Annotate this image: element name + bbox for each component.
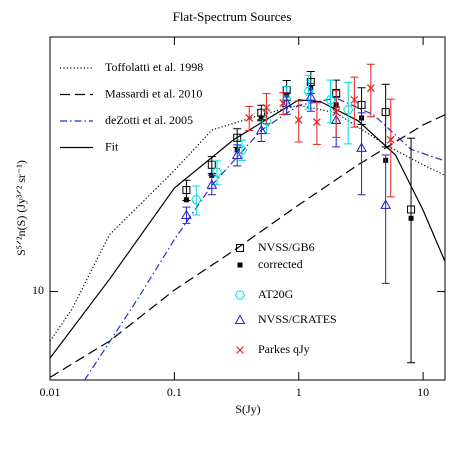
legend-label: Parkes qJy — [258, 342, 310, 356]
error-bar — [386, 98, 395, 198]
marker — [183, 197, 189, 203]
marker — [281, 95, 292, 105]
marker — [366, 84, 375, 92]
marker — [357, 100, 366, 109]
legend-label: Toffolatti et al. 1998 — [105, 60, 203, 74]
marker — [332, 108, 341, 116]
marker — [305, 91, 317, 101]
y-tick-label: 10 — [32, 283, 44, 297]
plot-frame — [49, 36, 446, 381]
error-bar — [257, 119, 266, 143]
legend-swatch — [236, 244, 244, 252]
error-bar — [332, 90, 341, 138]
x-axis-label: S(Jy) — [235, 402, 260, 416]
legend-swatch — [234, 314, 246, 324]
error-bar — [326, 79, 335, 124]
marker — [231, 149, 243, 160]
marker — [182, 185, 191, 194]
error-bar — [357, 112, 366, 196]
marker — [343, 105, 354, 115]
marker — [261, 116, 272, 126]
marker — [233, 133, 242, 142]
legend-label: Fit — [105, 139, 119, 153]
legend-swatch — [234, 290, 246, 300]
marker — [356, 142, 367, 152]
marker — [258, 115, 264, 121]
legend-label: AT20G — [258, 287, 294, 301]
x-tick-label: 10 — [417, 385, 429, 399]
marker — [381, 108, 390, 117]
marker — [380, 199, 392, 209]
marker — [350, 95, 359, 104]
marker — [211, 167, 223, 177]
marker — [407, 205, 416, 214]
marker — [255, 124, 267, 135]
marker — [325, 95, 336, 105]
marker — [408, 215, 414, 221]
error-bar — [350, 76, 359, 128]
marker — [279, 99, 288, 108]
error-bar — [192, 185, 201, 216]
legend-swatch — [236, 346, 244, 354]
marker — [262, 103, 271, 112]
marker — [206, 179, 218, 189]
error-bar — [344, 81, 353, 145]
legend-label: NVSS/GB6 — [258, 240, 315, 254]
legend-label: deZotti et al. 2005 — [105, 113, 193, 127]
marker — [191, 195, 202, 205]
marker — [207, 160, 216, 169]
plot-area — [50, 63, 445, 380]
error-bar — [306, 83, 315, 112]
legend-label: Massardi et al. 2010 — [105, 86, 202, 100]
marker — [312, 118, 321, 126]
marker — [386, 135, 395, 144]
marker — [294, 116, 303, 124]
marker — [245, 114, 254, 122]
chart-title: Flat-Spectrum Sources — [173, 9, 292, 24]
y-axis-label: S⁵ᐟ²n(S) (Jy³ᐟ² sr⁻¹) — [14, 160, 28, 256]
error-bar — [407, 137, 416, 364]
legend-swatch — [237, 262, 243, 268]
error-bar — [233, 144, 242, 167]
x-tick-label: 1 — [296, 385, 302, 399]
error-bar — [238, 139, 247, 161]
marker — [181, 209, 192, 220]
legend-label: corrected — [258, 257, 303, 271]
error-bar — [207, 174, 216, 196]
x-tick-label: 0.1 — [167, 385, 182, 399]
error-bar — [294, 100, 303, 143]
curve — [84, 97, 445, 380]
curve — [50, 114, 445, 378]
curve — [50, 99, 445, 359]
legend-label: NVSS/CRATES — [258, 312, 337, 326]
error-bar — [366, 63, 375, 118]
x-tick-label: 0.01 — [40, 385, 61, 399]
error-bar — [381, 154, 390, 284]
error-bar — [312, 102, 321, 145]
